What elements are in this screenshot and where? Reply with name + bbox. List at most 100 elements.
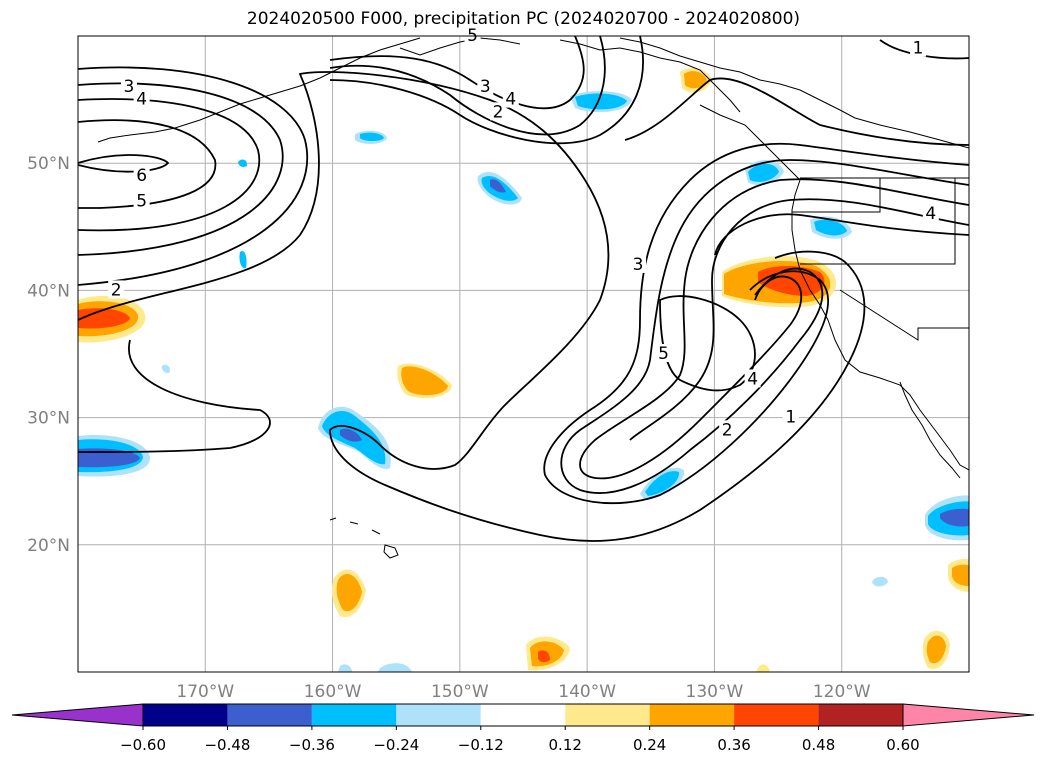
colorbar-extend-low	[11, 703, 144, 727]
contour-line	[78, 66, 309, 286]
contour-line	[78, 154, 170, 173]
height-contours	[78, 36, 969, 542]
colorbar-tick-label: −0.12	[458, 736, 504, 754]
colorbar-segment	[649, 704, 735, 726]
contour-label-bg	[719, 420, 736, 439]
precip-anomaly-negative	[645, 471, 680, 496]
precip-anomaly-positive	[952, 564, 969, 586]
contour-label-bg	[655, 344, 672, 362]
lon-tick-label: 170°W	[176, 682, 234, 702]
lat-tick-label: 30°N	[27, 409, 70, 429]
contour-line	[329, 36, 644, 145]
precip-anomaly-negative	[78, 448, 140, 468]
precip-anomaly-negative	[338, 664, 352, 672]
contour-label-bg	[464, 26, 481, 44]
contour-label-bg	[910, 38, 927, 57]
precip-anomaly-positive	[756, 664, 770, 672]
precip-anomaly-negative	[814, 219, 847, 236]
precip-anomaly-negative	[748, 163, 779, 182]
precip-anomaly-negative	[360, 132, 384, 141]
contour-label: 4	[505, 90, 516, 110]
precip-anomaly-positive	[401, 366, 448, 396]
contour-label: 4	[136, 90, 147, 110]
map-frame	[77, 35, 970, 673]
coastline-north-america	[619, 37, 969, 471]
colorbar-tick-label: −0.48	[204, 736, 250, 754]
aleutian-islands	[97, 37, 421, 143]
precip-shading	[78, 67, 969, 672]
contour-line	[78, 339, 271, 453]
contour-label-bg	[490, 102, 507, 121]
colorbar-segment	[818, 704, 903, 726]
contour-line	[579, 178, 969, 480]
contour-line	[78, 119, 217, 209]
colorbar-tick-label: 0.24	[633, 736, 666, 754]
contour-label: 5	[136, 191, 147, 211]
precip-anomaly-negative	[239, 250, 247, 269]
contour-label-bg	[133, 165, 150, 184]
lat-tick-label: 40°N	[27, 281, 70, 301]
colorbar-tick-label: 0.36	[717, 736, 750, 754]
colorbar-tick-label: 0.60	[886, 736, 919, 754]
contour-line	[624, 77, 969, 146]
colorbar-tick-label: −0.36	[289, 736, 335, 754]
colorbar-segment	[396, 704, 481, 726]
colorbar-tick-label: 0.48	[802, 736, 835, 754]
contour-label: 4	[747, 369, 758, 389]
precip-anomaly-positive	[336, 573, 362, 612]
contour-label: 1	[785, 408, 796, 428]
colorbar-segment	[734, 704, 819, 726]
lon-tick-label: 160°W	[304, 682, 362, 702]
colorbar-frame	[142, 703, 904, 727]
contour-label-bg	[108, 280, 125, 299]
colorbar-segment	[311, 704, 397, 726]
contour-label: 1	[913, 39, 924, 59]
contour-label-bg	[630, 254, 647, 273]
colorbar-segment	[565, 704, 650, 726]
longitude-labels: 170°W 160°W 150°W 140°W 130°W 120°W	[176, 682, 870, 702]
colorbar-segment	[480, 704, 566, 726]
contour-label: 2	[111, 280, 122, 300]
contour-line	[560, 159, 969, 494]
precip-anomaly-negative	[490, 179, 506, 193]
contour-label: 3	[480, 77, 491, 97]
contour-label-bg	[922, 204, 939, 223]
colorbar-segment	[227, 704, 312, 726]
precip-anomaly-negative	[161, 364, 170, 374]
colorbar-tick-label: 0.12	[549, 736, 582, 754]
lon-tick-label: 130°W	[686, 682, 744, 702]
colorbar-tick-label: −0.24	[373, 736, 419, 754]
contour-label-bg	[133, 191, 150, 210]
map-title: 2024020500 F000, precipitation PC (20240…	[246, 9, 801, 29]
coastlines	[97, 37, 969, 559]
lat-tick-label: 50°N	[27, 154, 70, 174]
precip-anomaly-negative	[238, 159, 248, 167]
hawaii-islands	[329, 517, 399, 559]
contour-label-bg	[782, 407, 799, 426]
lat-tick-label: 20°N	[27, 536, 70, 556]
contour-label-bg	[120, 76, 137, 95]
contour-label: 2	[722, 420, 733, 440]
contour-label: 4	[925, 204, 936, 224]
contour-line	[78, 71, 866, 542]
contour-label: 6	[136, 166, 147, 186]
coastline-baja	[899, 381, 961, 479]
state-borders	[792, 177, 969, 341]
precip-anomaly-negative	[378, 663, 412, 672]
colorbar-tick-label: −0.60	[120, 736, 166, 754]
latitude-labels: 50°N 40°N 30°N 20°N	[27, 154, 70, 556]
contour-label: 3	[124, 77, 135, 97]
contour-line	[329, 36, 585, 110]
precip-anomaly-negative	[340, 428, 362, 442]
contour-line	[78, 98, 261, 232]
colorbar-segment	[143, 704, 228, 726]
precip-anomaly-positive	[926, 635, 946, 664]
precip-anomaly-negative	[940, 508, 969, 527]
contour-label-bg	[744, 369, 761, 388]
lon-tick-label: 140°W	[558, 682, 616, 702]
colorbar-extend-high	[902, 703, 1035, 727]
contour-line	[78, 82, 284, 256]
contour-label-bg	[133, 89, 150, 108]
precip-anomaly-positive	[684, 71, 707, 89]
